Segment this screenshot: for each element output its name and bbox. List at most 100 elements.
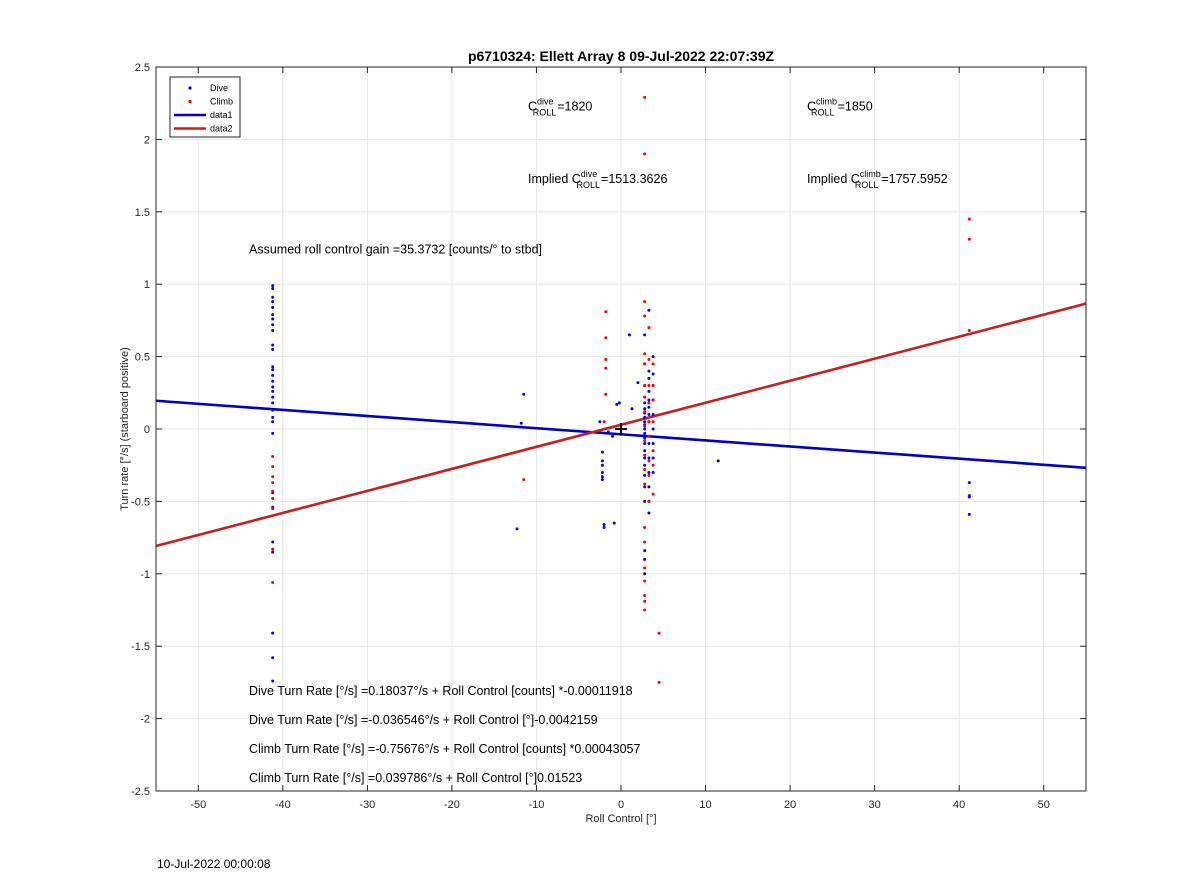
point-dive xyxy=(271,373,275,377)
point-dive xyxy=(643,407,647,411)
point-climb xyxy=(967,217,971,221)
legend-label: data2 xyxy=(210,124,233,134)
annotation-eq3: Climb Turn Rate [°/s] =-0.75676°/s + Rol… xyxy=(249,742,641,756)
point-dive xyxy=(643,557,647,561)
point-climb xyxy=(643,314,647,318)
point-dive xyxy=(643,473,647,477)
implied-c-roll-dive-sub: ROLL xyxy=(577,180,601,190)
point-climb xyxy=(271,455,275,459)
point-dive xyxy=(602,523,606,527)
point-dive xyxy=(271,385,275,389)
point-dive xyxy=(271,329,275,333)
point-dive xyxy=(647,398,651,402)
point-climb xyxy=(647,434,651,438)
y-tick-label: -2 xyxy=(140,714,150,726)
point-dive xyxy=(271,540,275,544)
y-tick-label: 0 xyxy=(144,424,150,436)
point-dive xyxy=(716,459,720,463)
point-climb xyxy=(643,152,647,156)
point-dive xyxy=(651,427,655,431)
point-climb xyxy=(643,453,647,457)
x-tick-label: -40 xyxy=(275,799,291,811)
point-climb xyxy=(643,362,647,366)
chart-title: p6710324: Ellett Array 8 09-Jul-2022 22:… xyxy=(468,48,775,64)
point-climb xyxy=(522,478,526,482)
point-climb xyxy=(643,410,647,414)
point-climb xyxy=(651,420,655,424)
legend-label: data1 xyxy=(210,110,233,120)
implied-c-roll-climb-sub: ROLL xyxy=(855,180,879,190)
c-roll-dive-sub: ROLL xyxy=(533,107,557,117)
y-tick-label: 2 xyxy=(144,134,150,146)
point-climb xyxy=(643,352,647,356)
point-dive xyxy=(271,401,275,405)
point-dive xyxy=(651,355,655,359)
point-climb xyxy=(271,497,275,501)
x-tick-label: -50 xyxy=(190,799,206,811)
point-climb xyxy=(271,481,275,485)
x-tick-label: -10 xyxy=(529,799,545,811)
point-dive xyxy=(651,372,655,376)
point-dive xyxy=(606,430,610,434)
point-dive xyxy=(271,323,275,327)
point-dive xyxy=(643,431,647,435)
annotation-eq2: Dive Turn Rate [°/s] =-0.036546°/s + Rol… xyxy=(249,713,598,727)
point-dive xyxy=(602,525,606,529)
point-dive xyxy=(643,463,647,467)
point-climb xyxy=(643,608,647,612)
implied-c-roll-climb-value: =1757.5952 xyxy=(881,172,947,186)
point-dive xyxy=(647,369,651,373)
c-roll-climb-sup: climb xyxy=(816,96,837,106)
point-dive xyxy=(615,402,619,406)
point-climb xyxy=(643,95,647,99)
point-climb xyxy=(271,507,275,511)
point-dive xyxy=(647,308,651,312)
point-climb xyxy=(657,631,661,635)
point-dive xyxy=(617,401,621,405)
point-climb xyxy=(651,384,655,388)
point-dive xyxy=(271,389,275,393)
point-dive xyxy=(651,441,655,445)
y-tick-label: 1.5 xyxy=(135,207,150,219)
point-dive xyxy=(643,333,647,337)
c-roll-dive-value: =1820 xyxy=(557,99,592,113)
point-dive xyxy=(600,475,604,479)
point-dive xyxy=(643,549,647,553)
point-dive xyxy=(271,347,275,351)
x-tick-label: 10 xyxy=(699,799,711,811)
annotation-eq1: Dive Turn Rate [°/s] =0.18037°/s + Roll … xyxy=(249,684,633,698)
point-dive xyxy=(271,550,275,554)
point-dive xyxy=(643,572,647,576)
point-dive xyxy=(271,395,275,399)
point-climb xyxy=(643,525,647,529)
point-dive xyxy=(651,470,655,474)
point-dive xyxy=(271,287,275,291)
point-climb xyxy=(967,237,971,241)
c-roll-climb: Cclimb ROLL =1850 xyxy=(807,96,873,117)
y-tick-label: 1 xyxy=(144,279,150,291)
point-climb xyxy=(647,499,651,503)
x-tick-label: -20 xyxy=(444,799,460,811)
point-climb xyxy=(643,579,647,583)
implied-c-roll-dive-value: =1513.3626 xyxy=(601,172,667,186)
implied-c-roll-dive: Implied Cdive ROLL=1513.3626 xyxy=(528,169,667,190)
point-climb xyxy=(602,420,606,424)
point-dive xyxy=(647,456,651,460)
y-axis-label: Turn rate [°/s] (starboard positive) xyxy=(119,347,131,511)
point-dive xyxy=(519,421,523,425)
c-roll-climb-base: C xyxy=(807,99,816,113)
point-dive xyxy=(643,415,647,419)
point-dive xyxy=(600,450,604,454)
point-dive xyxy=(612,521,616,525)
point-dive xyxy=(651,413,655,417)
point-dive xyxy=(611,434,615,438)
point-dive xyxy=(271,365,275,369)
point-climb xyxy=(643,439,647,443)
implied-c-roll-climb: Implied Cclimb ROLL =1757.5952 xyxy=(807,169,948,190)
point-climb xyxy=(967,329,971,333)
point-dive xyxy=(647,376,651,380)
point-dive xyxy=(647,441,651,445)
point-climb xyxy=(657,680,661,684)
x-tick-label: 50 xyxy=(1038,799,1050,811)
point-climb xyxy=(643,384,647,388)
